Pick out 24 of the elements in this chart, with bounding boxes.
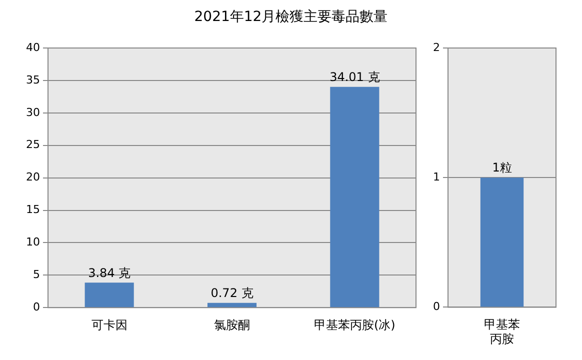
y-tick-label: 0 <box>433 300 440 314</box>
y-tick-label: 30 <box>26 106 40 119</box>
data-label: 3.84 克 <box>88 266 131 280</box>
y-tick-label: 10 <box>26 236 40 249</box>
data-label: 0.72 克 <box>210 286 254 300</box>
y-tick-label: 35 <box>26 73 40 86</box>
x-tick-label: 氯胺酮 <box>214 318 250 332</box>
y-tick-label: 2 <box>433 40 440 54</box>
bar <box>84 282 134 308</box>
x-tick-label: 可卡因 <box>91 318 128 332</box>
y-tick-label: 15 <box>26 203 40 216</box>
y-tick-label: 40 <box>26 40 40 54</box>
x-tick-label: 甲基苯丙胺 <box>484 318 520 346</box>
y-tick-label: 5 <box>33 268 40 282</box>
y-tick-label: 25 <box>26 138 40 152</box>
y-tick-label: 0 <box>33 300 40 314</box>
bar <box>207 302 257 308</box>
y-tick-label: 20 <box>26 170 40 184</box>
x-tick-label: 甲基苯丙胺(冰) <box>314 318 396 332</box>
data-label: 34.01 克 <box>330 70 380 84</box>
y-tick-label: 1 <box>433 170 440 184</box>
bar <box>330 86 380 308</box>
chart-title: 2021年12月檢獲主要毒品數量 <box>193 8 389 26</box>
data-label: 1粒 <box>492 160 512 175</box>
